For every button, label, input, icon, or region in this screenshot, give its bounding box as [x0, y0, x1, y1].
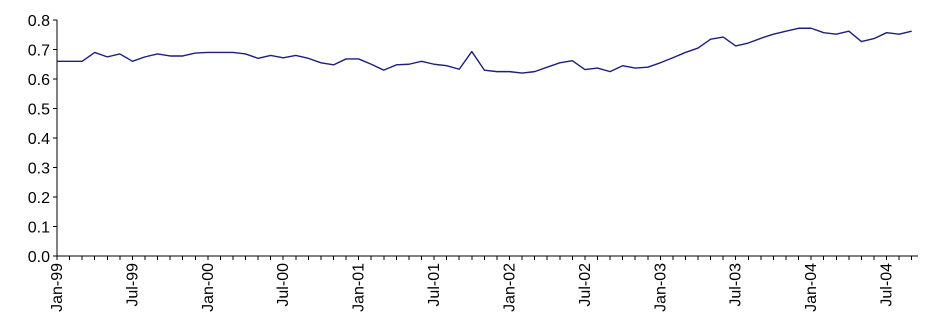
y-axis: 0.0 0.1 0.2 0.3 0.4 0.5 0.6 0.7 0.8 [28, 13, 58, 266]
y-tick-label: 0.4 [28, 131, 50, 148]
x-tick-label: Jan-04 [803, 263, 820, 312]
series-group [57, 27, 912, 74]
y-tick-label: 0.7 [28, 43, 50, 60]
x-tick-label: Jul-99 [124, 263, 141, 307]
y-tick-label: 0.2 [28, 190, 50, 207]
x-tick-label: Jul-00 [275, 263, 292, 307]
x-tick-label: Jan-01 [351, 263, 368, 312]
x-tick-label: Jan-99 [49, 263, 66, 312]
y-tick-label: 0.0 [28, 249, 50, 266]
x-tick-label: Jan-00 [200, 263, 217, 312]
x-tick-label: Jul-04 [879, 263, 896, 307]
y-tick-label: 0.3 [28, 161, 50, 178]
series-line [57, 27, 912, 74]
y-tick-label: 0.8 [28, 13, 50, 30]
x-tick-label: Jul-01 [426, 263, 443, 307]
x-axis: Jan-99 Jul-99 Jan-00 Jul-00 Jan-01 Jul-01 Jan-… [49, 255, 918, 312]
y-tick-label: 0.5 [28, 102, 50, 119]
x-tick-label: Jul-02 [577, 263, 594, 307]
x-tick-label: Jul-03 [728, 263, 745, 307]
y-tick-label: 0.1 [28, 220, 50, 237]
x-tick-label: Jan-02 [501, 263, 518, 312]
y-tick-label: 0.6 [28, 72, 50, 89]
x-tick-label: Jan-03 [652, 263, 669, 312]
